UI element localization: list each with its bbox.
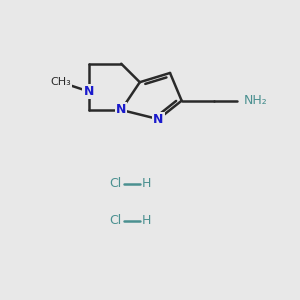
Text: H: H [142,177,152,190]
Text: Cl: Cl [109,214,121,227]
Text: N: N [83,85,94,98]
Text: H: H [142,214,152,227]
Text: NH₂: NH₂ [243,94,267,107]
Text: N: N [116,103,126,116]
Text: CH₃: CH₃ [50,77,71,87]
Text: N: N [153,113,164,126]
Text: Cl: Cl [109,177,121,190]
